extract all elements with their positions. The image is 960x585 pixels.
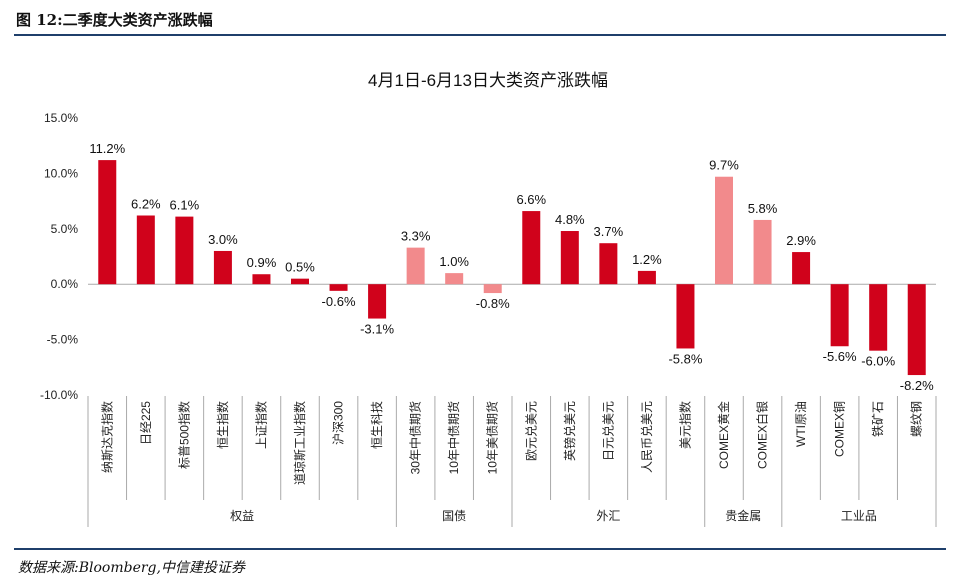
x-tick-label: 欧元兑美元 bbox=[524, 401, 538, 461]
y-tick-label: -5.0% bbox=[47, 333, 79, 347]
x-tick-label: 10年中债期货 bbox=[446, 401, 461, 474]
data-label: 0.5% bbox=[285, 260, 315, 275]
bar bbox=[715, 176, 733, 285]
bar bbox=[175, 216, 194, 285]
data-label: 11.2% bbox=[89, 141, 125, 156]
bar bbox=[753, 219, 772, 285]
x-tick-label: 人民币兑美元 bbox=[640, 401, 654, 473]
data-label: -3.1% bbox=[360, 322, 394, 337]
data-label: 1.0% bbox=[439, 254, 469, 269]
data-label: 0.9% bbox=[247, 255, 277, 270]
bar bbox=[213, 250, 232, 285]
bar bbox=[406, 247, 425, 285]
bar bbox=[98, 160, 117, 285]
bar bbox=[907, 284, 926, 376]
x-tick-label: 日经225 bbox=[139, 401, 153, 445]
data-label: 6.2% bbox=[131, 197, 161, 212]
data-label: 2.9% bbox=[786, 233, 816, 248]
data-label: 4.8% bbox=[555, 212, 585, 227]
source-rule bbox=[14, 548, 946, 550]
data-label: -8.2% bbox=[900, 378, 934, 393]
data-label: 3.0% bbox=[208, 232, 238, 247]
x-tick-label: COMEX白银 bbox=[755, 401, 770, 469]
figure-title: 图 12:二季度大类资产涨跌幅 bbox=[16, 11, 213, 29]
group-label: 贵金属 bbox=[725, 508, 761, 523]
bar bbox=[522, 211, 541, 285]
figure-header: 图 12:二季度大类资产涨跌幅 bbox=[14, 4, 946, 36]
x-tick-label: 道琼斯工业指数 bbox=[292, 401, 307, 485]
y-tick-label: 10.0% bbox=[44, 166, 78, 180]
y-tick-label: 0.0% bbox=[51, 277, 79, 291]
bar bbox=[792, 252, 811, 285]
x-tick-label: 英镑兑美元 bbox=[562, 401, 577, 461]
x-tick-label: 标普500指数 bbox=[176, 401, 191, 469]
bar bbox=[368, 284, 387, 319]
data-label: -0.8% bbox=[476, 296, 510, 311]
data-label: -5.6% bbox=[823, 349, 857, 364]
group-label: 外汇 bbox=[596, 509, 620, 523]
bar bbox=[637, 270, 656, 285]
bar bbox=[136, 215, 155, 285]
data-label: 3.3% bbox=[401, 229, 431, 244]
data-label: 6.1% bbox=[170, 198, 200, 213]
data-label: -0.6% bbox=[322, 294, 356, 309]
chart-title: 4月1日-6月13日大类资产涨跌幅 bbox=[368, 71, 608, 90]
x-tick-label: 螺纹钢 bbox=[910, 401, 924, 437]
bar bbox=[830, 284, 849, 347]
x-tick-label: WTI原油 bbox=[794, 401, 808, 447]
x-tick-label: 纳斯达克指数 bbox=[99, 401, 114, 473]
bar bbox=[599, 243, 618, 285]
data-label: 6.6% bbox=[516, 192, 546, 207]
x-tick-label: COMEX铜 bbox=[832, 401, 847, 457]
bar bbox=[676, 284, 695, 349]
y-tick-label: 15.0% bbox=[44, 111, 78, 125]
bar bbox=[869, 284, 888, 351]
data-label: 1.2% bbox=[632, 252, 662, 267]
x-tick-label: 10年美债期货 bbox=[485, 401, 500, 474]
bar bbox=[252, 274, 271, 285]
data-label: -5.8% bbox=[668, 351, 702, 366]
x-tick-label: 30年中债期货 bbox=[408, 401, 423, 474]
group-label: 工业品 bbox=[841, 509, 877, 523]
x-tick-label: 日元兑美元 bbox=[601, 401, 615, 461]
bar bbox=[291, 278, 309, 285]
bar bbox=[483, 284, 502, 294]
group-label: 权益 bbox=[230, 509, 254, 523]
x-tick-label: 铁矿石 bbox=[871, 401, 885, 437]
data-label: 9.7% bbox=[709, 158, 739, 173]
x-tick-label: 美元指数 bbox=[677, 401, 692, 449]
bar-chart: 4月1日-6月13日大类资产涨跌幅 15.0% 10.0% 5.0% 0.0% -5.0… bbox=[40, 71, 937, 527]
x-tick-label: 恒生指数 bbox=[215, 401, 230, 449]
bar bbox=[445, 273, 464, 285]
group-label: 国债 bbox=[442, 509, 466, 523]
x-tick-label: COMEX黄金 bbox=[716, 401, 731, 469]
data-label: 3.7% bbox=[594, 224, 624, 239]
x-tick-label: 恒生科技 bbox=[370, 401, 384, 449]
y-tick-label: 5.0% bbox=[51, 222, 79, 236]
x-tick-label: 上证指数 bbox=[253, 401, 268, 449]
data-label: -6.0% bbox=[861, 354, 895, 369]
data-label: 5.8% bbox=[748, 201, 778, 216]
bar bbox=[329, 284, 348, 291]
y-tick-label: -10.0% bbox=[40, 388, 78, 402]
bar bbox=[560, 231, 579, 285]
x-tick-label: 沪深300 bbox=[332, 401, 346, 445]
source-note: 数据来源:Bloomberg,中信建投证券 bbox=[18, 560, 245, 576]
